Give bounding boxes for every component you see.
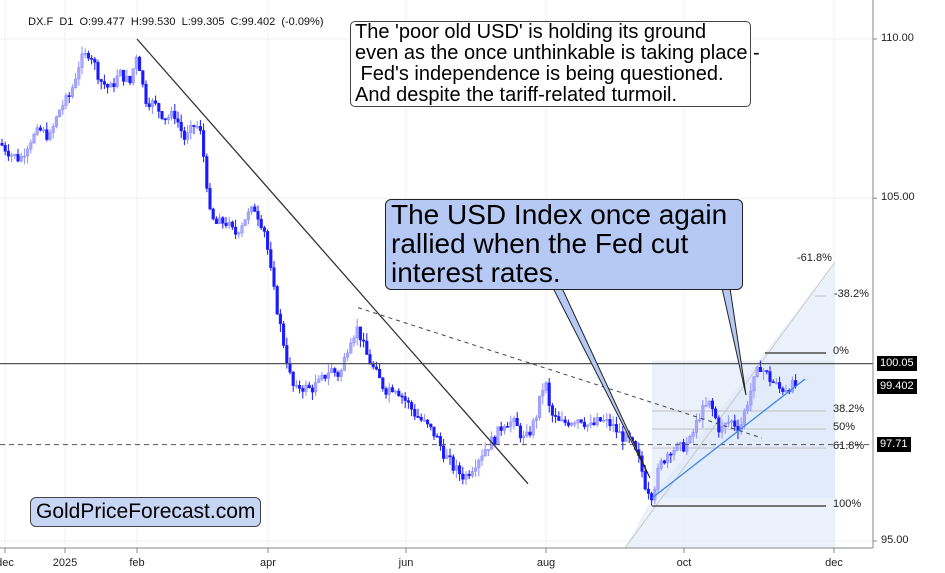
y-tick-label: 95.00 — [881, 533, 909, 546]
brand-watermark: GoldPriceForecast.com — [30, 497, 262, 527]
x-tick-label: dec — [825, 557, 843, 569]
fib-level-label: 61.8% — [833, 440, 865, 452]
x-tick-label: oct — [676, 557, 692, 569]
x-tick-label: jun — [398, 557, 414, 569]
fib-level-label: 38.2% — [833, 403, 865, 415]
price-label: 99.402 — [877, 379, 917, 394]
axes — [0, 0, 877, 553]
fib-level-label: 50% — [833, 421, 856, 433]
x-tick-label: dec — [0, 557, 14, 569]
x-tick-label: 2025 — [52, 557, 78, 569]
ohlc-readout: O:99.477 H:99.530 L:99.305 C:99.402 (-0.… — [79, 16, 324, 28]
timeframe: D1 — [59, 16, 74, 28]
fib-level-label: -61.8% — [797, 252, 832, 264]
x-tick-label: feb — [129, 557, 145, 569]
fib-level-label: 100% — [833, 498, 862, 510]
symbol-header: DX.F D1 O:99.477 H:99.530 L:99.305 C:99.… — [22, 4, 324, 28]
y-tick-label: 105.00 — [881, 191, 915, 204]
fed-cut-callout: The USD Index once again rallied when th… — [385, 199, 743, 290]
y-tick-label: 110.00 — [881, 32, 914, 44]
top-annotation: The 'poor old USD' is holding its ground… — [350, 21, 760, 107]
x-tick-label: aug — [536, 557, 556, 569]
price-label: 97.71 — [877, 436, 911, 452]
x-tick-label: apr — [260, 557, 276, 569]
fib-level-label: -38.2% — [834, 288, 869, 300]
price-label: 100.05 — [877, 355, 917, 371]
symbol: DX.F — [28, 16, 54, 28]
fib-level-label: 0% — [833, 345, 849, 357]
trendlines — [0, 38, 873, 499]
